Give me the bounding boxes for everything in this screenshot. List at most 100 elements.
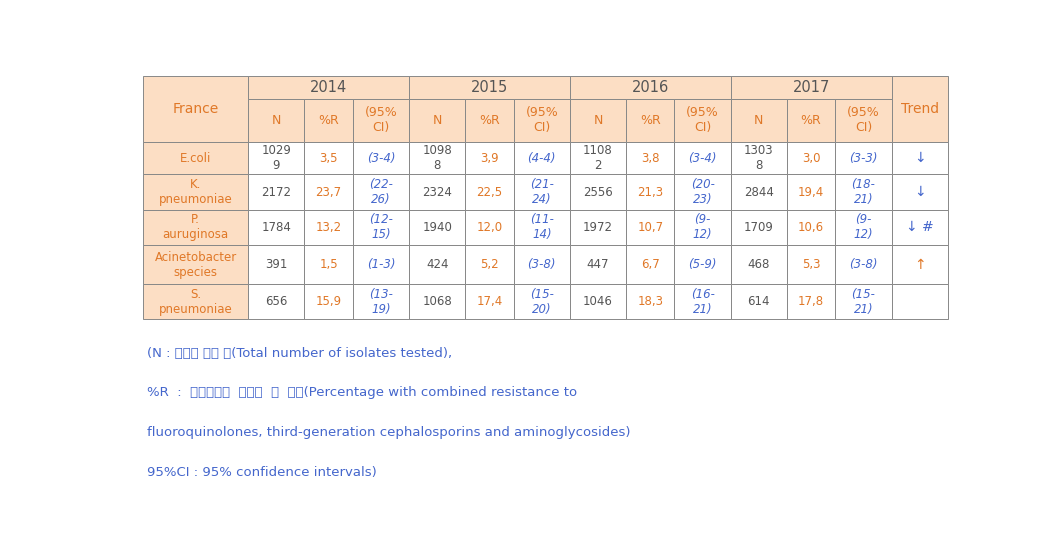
Bar xyxy=(675,99,731,142)
Bar xyxy=(892,76,948,142)
Bar xyxy=(353,284,409,319)
Text: 2556: 2556 xyxy=(583,186,613,198)
Text: 1046: 1046 xyxy=(583,295,613,308)
Bar xyxy=(626,284,675,319)
Bar xyxy=(731,142,787,174)
Text: France: France xyxy=(172,102,219,116)
Bar xyxy=(304,142,353,174)
Bar xyxy=(835,142,892,174)
Text: ↓ #: ↓ # xyxy=(905,220,933,234)
Bar xyxy=(570,142,626,174)
Text: 1108
2: 1108 2 xyxy=(583,144,613,172)
Bar xyxy=(409,142,465,174)
Bar xyxy=(409,99,465,142)
Text: (9-
12): (9- 12) xyxy=(693,214,713,241)
Text: 22,5: 22,5 xyxy=(477,186,502,198)
Text: (12-
15): (12- 15) xyxy=(369,214,393,241)
Bar xyxy=(892,245,948,284)
Text: N: N xyxy=(432,114,442,127)
Text: 2172: 2172 xyxy=(262,186,292,198)
Bar xyxy=(626,210,675,245)
Text: 468: 468 xyxy=(748,258,770,271)
Bar xyxy=(570,76,731,99)
Bar xyxy=(626,99,675,142)
Bar xyxy=(835,284,892,319)
Bar xyxy=(731,174,787,210)
Text: 95%CI : 95% confidence intervals): 95%CI : 95% confidence intervals) xyxy=(147,466,377,479)
Text: 3,5: 3,5 xyxy=(319,152,338,165)
Text: (3-4): (3-4) xyxy=(367,152,395,165)
Text: ↑: ↑ xyxy=(914,258,926,271)
Bar xyxy=(514,245,570,284)
Text: (9-
12): (9- 12) xyxy=(853,214,874,241)
Bar xyxy=(465,210,514,245)
Bar xyxy=(409,76,570,99)
Text: %R: %R xyxy=(318,114,339,127)
Text: 17,4: 17,4 xyxy=(477,295,502,308)
Bar xyxy=(892,174,948,210)
Text: (4-4): (4-4) xyxy=(528,152,556,165)
Text: (18-
21): (18- 21) xyxy=(851,178,876,206)
Text: (15-
21): (15- 21) xyxy=(851,288,876,316)
Bar xyxy=(675,210,731,245)
Text: (5-9): (5-9) xyxy=(688,258,717,271)
Bar xyxy=(143,210,248,245)
Bar xyxy=(731,99,787,142)
Text: 1029
9: 1029 9 xyxy=(262,144,292,172)
Text: 2324: 2324 xyxy=(422,186,452,198)
Bar xyxy=(731,284,787,319)
Bar xyxy=(465,99,514,142)
Bar xyxy=(409,284,465,319)
Bar xyxy=(514,174,570,210)
Text: N: N xyxy=(594,114,602,127)
Bar xyxy=(465,142,514,174)
Bar xyxy=(892,284,948,319)
Bar xyxy=(787,284,835,319)
Text: (95%
CI): (95% CI) xyxy=(847,106,880,134)
Bar xyxy=(304,245,353,284)
Text: 12,0: 12,0 xyxy=(477,221,502,234)
Bar xyxy=(787,245,835,284)
Text: 1709: 1709 xyxy=(744,221,774,234)
Text: P.
auruginosa: P. auruginosa xyxy=(163,214,229,241)
Text: 2016: 2016 xyxy=(632,80,669,95)
Bar xyxy=(248,76,409,99)
Text: 1068: 1068 xyxy=(422,295,452,308)
Text: 5,2: 5,2 xyxy=(480,258,499,271)
Text: %R: %R xyxy=(639,114,661,127)
Text: 1,5: 1,5 xyxy=(319,258,338,271)
Text: ↓: ↓ xyxy=(914,185,926,199)
Text: (20-
23): (20- 23) xyxy=(691,178,715,206)
Text: 21,3: 21,3 xyxy=(637,186,663,198)
Text: ↓: ↓ xyxy=(914,151,926,165)
Bar xyxy=(143,245,248,284)
Bar xyxy=(409,245,465,284)
Text: (3-4): (3-4) xyxy=(688,152,717,165)
Bar xyxy=(787,210,835,245)
Text: 447: 447 xyxy=(586,258,610,271)
Text: K.
pneumoniae: K. pneumoniae xyxy=(159,178,232,206)
Bar xyxy=(248,99,304,142)
Text: (95%
CI): (95% CI) xyxy=(526,106,559,134)
Bar xyxy=(248,210,304,245)
Bar xyxy=(143,142,248,174)
Bar xyxy=(143,284,248,319)
Text: 13,2: 13,2 xyxy=(316,221,342,234)
Bar xyxy=(514,210,570,245)
Text: 614: 614 xyxy=(748,295,770,308)
Bar xyxy=(409,174,465,210)
Text: 3,0: 3,0 xyxy=(802,152,820,165)
Bar xyxy=(835,99,892,142)
Bar xyxy=(787,174,835,210)
Bar xyxy=(892,142,948,174)
Text: (N : 분리된 전체 수(Total number of isolates tested),: (N : 분리된 전체 수(Total number of isolates t… xyxy=(147,347,452,360)
Text: fluoroquinolones, third-generation cephalosporins and aminoglycosides): fluoroquinolones, third-generation cepha… xyxy=(147,426,631,439)
Text: 18,3: 18,3 xyxy=(637,295,663,308)
Bar xyxy=(626,142,675,174)
Text: (11-
14): (11- 14) xyxy=(530,214,553,241)
Text: 1303
8: 1303 8 xyxy=(744,144,774,172)
Bar xyxy=(248,284,304,319)
Bar xyxy=(675,142,731,174)
Text: Trend: Trend xyxy=(900,102,938,116)
Text: (3-3): (3-3) xyxy=(849,152,878,165)
